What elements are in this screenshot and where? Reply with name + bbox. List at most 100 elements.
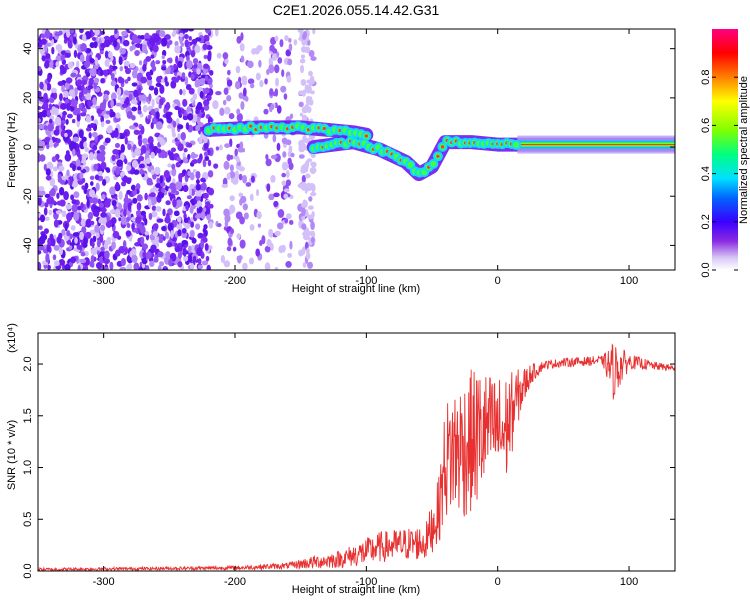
noise-blob	[39, 154, 46, 162]
noise-blob	[301, 89, 306, 97]
noise-blob	[308, 70, 313, 77]
noise-blob	[132, 197, 138, 204]
noise-blob	[219, 144, 223, 151]
noise-blob	[84, 264, 89, 270]
noise-blob	[128, 93, 133, 102]
noise-blob	[180, 132, 186, 141]
noise-blob	[276, 142, 281, 152]
noise-blob	[182, 184, 189, 193]
noise-blob	[287, 252, 293, 258]
noise-blob	[229, 164, 234, 172]
noise-blob	[183, 147, 188, 153]
noise-blob	[126, 110, 133, 119]
noise-blob	[226, 172, 231, 181]
noise-blob	[240, 55, 245, 63]
noise-blob	[182, 247, 187, 257]
spectrogram-y-ticks: -40 -20 0 20 40	[22, 43, 675, 253]
signal-blob-peak	[436, 154, 440, 158]
noise-blob	[44, 43, 48, 52]
noise-blob	[52, 254, 57, 261]
noise-blob	[202, 88, 210, 95]
noise-blob	[99, 50, 104, 55]
noise-blob	[301, 223, 307, 230]
snr-y-multiplier: (x10⁴)	[6, 323, 18, 353]
noise-blob	[93, 29, 100, 36]
noise-blob	[79, 172, 84, 180]
noise-blob	[235, 65, 241, 74]
noise-blob	[103, 258, 110, 265]
noise-blob	[53, 244, 60, 251]
colorbar-tick-label: 0.4	[700, 166, 712, 181]
noise-blob	[177, 107, 182, 116]
noise-blob	[115, 166, 121, 175]
noise-blob	[251, 48, 257, 55]
noise-blob	[94, 174, 100, 181]
noise-blob	[191, 38, 198, 45]
noise-blob	[73, 49, 78, 58]
noise-blob	[161, 37, 168, 47]
noise-blob	[203, 104, 210, 111]
noise-blob	[192, 93, 198, 100]
noise-blob	[64, 222, 68, 232]
noise-blob	[164, 231, 170, 239]
noise-blob	[285, 139, 292, 146]
noise-blob	[144, 218, 148, 226]
noise-blob	[172, 120, 177, 128]
noise-blob	[289, 219, 294, 225]
noise-blob	[157, 191, 165, 199]
noise-blob	[60, 55, 65, 61]
noise-blob	[95, 182, 100, 191]
noise-blob	[238, 255, 243, 261]
noise-blob	[128, 234, 133, 242]
noise-blob	[51, 46, 55, 55]
noise-blob	[153, 87, 159, 96]
noise-blob	[122, 39, 130, 47]
noise-blob	[44, 193, 51, 199]
noise-blob	[203, 54, 208, 60]
noise-blob	[81, 177, 86, 184]
noise-blob	[301, 114, 308, 123]
noise-blob	[131, 69, 138, 79]
noise-blob	[46, 161, 54, 171]
noise-blob	[72, 36, 77, 45]
noise-blob	[198, 137, 203, 144]
noise-blob	[118, 217, 122, 222]
noise-blob	[181, 228, 187, 234]
noise-blob	[38, 117, 41, 123]
noise-blob	[227, 69, 231, 76]
noise-blob	[285, 213, 292, 220]
noise-blob	[45, 253, 50, 263]
noise-blob	[38, 244, 45, 251]
noise-blob	[174, 105, 180, 111]
y-tick-label: 2.0	[22, 356, 34, 371]
noise-blob	[117, 95, 122, 101]
noise-blob	[177, 261, 183, 268]
noise-blob	[88, 132, 92, 139]
spectrogram-signal-track	[201, 120, 675, 182]
noise-blob	[199, 90, 204, 99]
noise-blob	[90, 247, 98, 256]
noise-blob	[38, 124, 43, 130]
noise-blob	[156, 76, 162, 84]
noise-blob	[299, 58, 306, 64]
noise-blob	[131, 223, 135, 230]
noise-blob	[177, 229, 182, 237]
noise-blob	[207, 187, 215, 196]
noise-blob	[42, 102, 49, 110]
noise-blob	[45, 175, 52, 181]
noise-blob	[66, 230, 71, 237]
noise-blob	[63, 90, 69, 98]
noise-blob	[301, 207, 306, 217]
x-tick-label: -200	[224, 275, 246, 287]
noise-blob	[182, 29, 189, 33]
noise-blob	[92, 209, 98, 215]
noise-blob	[130, 99, 138, 105]
noise-blob	[223, 260, 231, 268]
noise-blob	[199, 78, 205, 86]
noise-blob	[94, 77, 100, 84]
noise-blob	[91, 241, 95, 248]
noise-blob	[96, 152, 103, 162]
noise-blob	[172, 198, 177, 208]
noise-blob	[170, 229, 174, 239]
noise-blob	[178, 32, 184, 38]
